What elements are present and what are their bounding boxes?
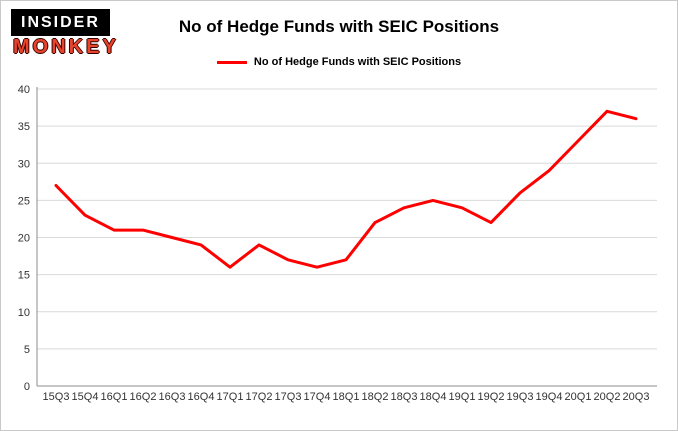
x-tick-label: 19Q2 [478,391,505,403]
x-tick-label: 18Q3 [391,391,418,403]
x-tick-label: 15Q3 [43,391,70,403]
x-tick-label: 16Q2 [130,391,157,403]
y-tick-label: 30 [18,158,30,170]
chart-title: No of Hedge Funds with SEIC Positions [178,17,500,36]
x-tick-label: 16Q1 [101,391,128,403]
y-tick-label: 20 [18,233,30,245]
logo-line-monkey: MONKEY [13,36,119,58]
y-tick-label: 35 [18,121,30,133]
x-tick-label: 17Q2 [246,391,273,403]
insider-monkey-logo: INSIDER MONKEY [11,9,119,57]
chart-legend: No of Hedge Funds with SEIC Positions [1,56,677,68]
x-tick-label: 17Q1 [217,391,244,403]
legend-line-swatch [216,60,247,64]
x-tick-label: 19Q1 [449,391,476,403]
series-line [54,109,638,269]
x-tick-label: 17Q3 [275,391,302,403]
x-tick-label: 18Q4 [420,391,447,403]
x-tick-label: 20Q3 [623,391,650,403]
y-tick-label: 40 [18,84,30,96]
y-tick-label: 15 [18,270,30,282]
x-tick-label: 17Q4 [304,391,331,403]
x-tick-label: 18Q1 [333,391,360,403]
x-tick-label: 19Q3 [507,391,534,403]
x-tick-label: 16Q3 [159,391,186,403]
y-tick-label: 10 [18,307,30,319]
x-tick-label: 20Q1 [565,391,592,403]
x-tick-label: 15Q4 [72,391,99,403]
logo-line-insider: INSIDER [11,9,110,36]
x-tick-label: 18Q2 [362,391,389,403]
x-tick-label: 16Q4 [188,391,215,403]
x-tick-label: 20Q2 [594,391,621,403]
y-tick-label: 25 [18,195,30,207]
y-tick-label: 0 [24,381,30,393]
y-tick-label: 5 [24,344,30,356]
x-tick-label: 19Q4 [536,391,563,403]
legend-label: No of Hedge Funds with SEIC Positions [253,56,462,68]
